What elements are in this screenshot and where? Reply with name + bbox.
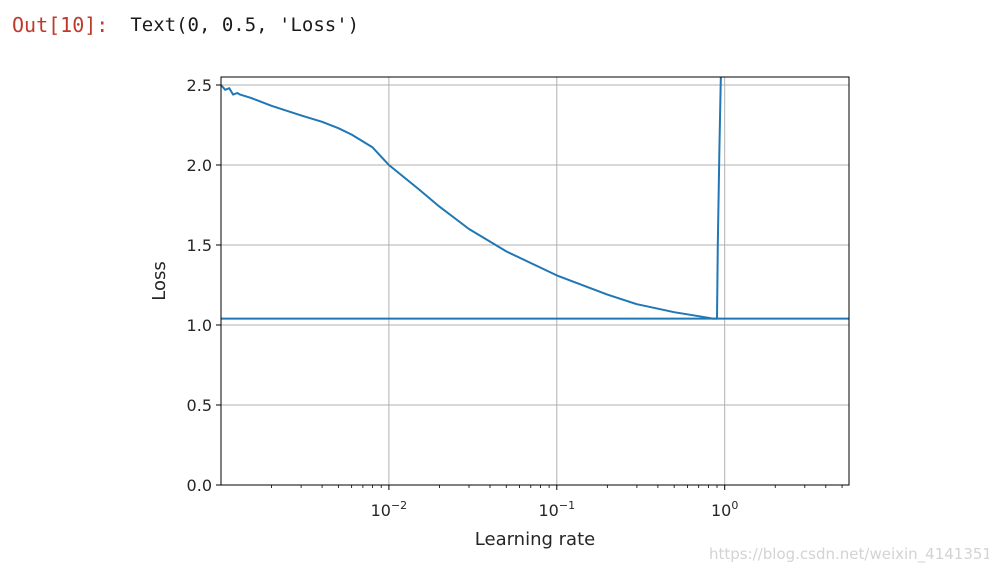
x-tick-exponent: −2 [391, 499, 407, 512]
x-tick-base: 10 [539, 501, 559, 520]
cell-output-line: Out[10]: Text(0, 0.5, 'Loss') [12, 10, 359, 40]
x-tick-base: 10 [711, 501, 731, 520]
y-tick-label: 2.0 [187, 156, 212, 175]
series-group [221, 77, 849, 320]
x-tick-label: 10−1 [539, 499, 576, 520]
y-axis-label: Loss [149, 261, 170, 300]
y-tick-label: 1.0 [187, 316, 212, 335]
grid-lines [221, 77, 849, 486]
x-tick-label: 100 [711, 499, 738, 520]
x-tick-base: 10 [371, 501, 391, 520]
x-tick-exponent: −1 [559, 499, 575, 512]
x-tick-exponent: 0 [731, 499, 738, 512]
watermark: https://blog.csdn.net/weixin_41413511 [709, 545, 989, 563]
y-tick-label: 0.5 [187, 396, 212, 415]
out-prompt: Out[10]: [12, 13, 109, 37]
plot-frame [220, 76, 850, 486]
y-tick-label: 1.5 [187, 236, 212, 255]
out-text: Text(0, 0.5, 'Loss') [130, 14, 360, 36]
loss-series-line [221, 77, 722, 320]
x-axis-label: Learning rate [475, 529, 595, 550]
y-tick-label: 2.5 [187, 76, 212, 95]
x-tick-label: 10−2 [371, 499, 408, 520]
ticks: 0.00.51.01.52.02.510−2 10−1 100 [187, 76, 843, 520]
y-tick-label: 0.0 [187, 476, 212, 495]
